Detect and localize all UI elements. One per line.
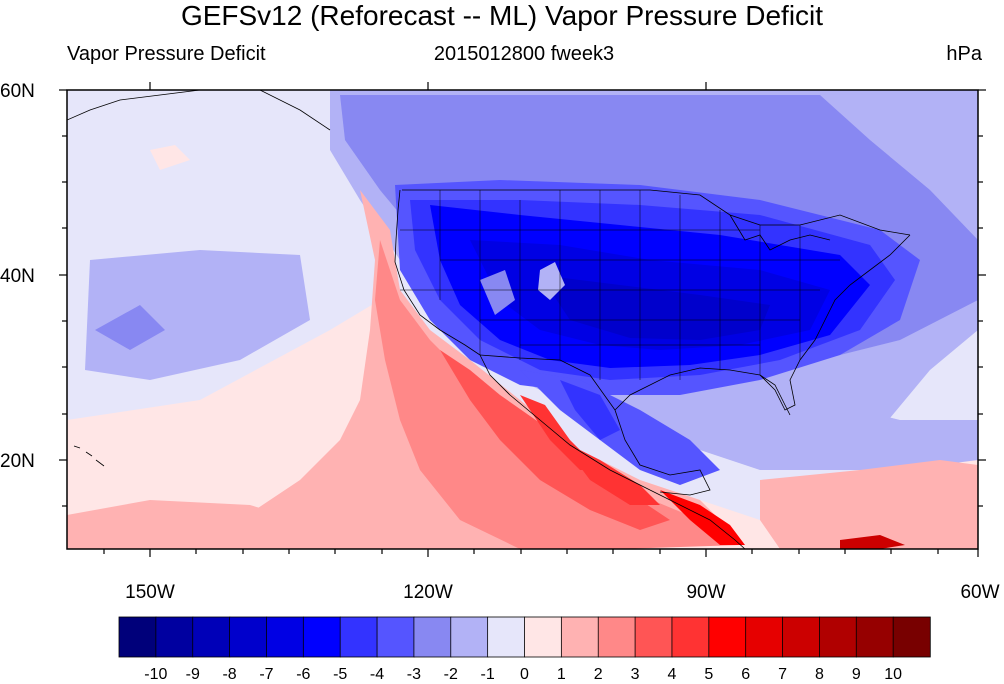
colorbar-tick-label: 4: [667, 666, 676, 683]
region-pacific-patch-2: [95, 305, 165, 350]
region-southern-pink: [67, 500, 320, 549]
colorbar-swatch: [597, 616, 636, 658]
colorbar-tick-label: 3: [631, 666, 640, 683]
colorbar-swatch: [819, 616, 857, 658]
mexico-west-coast: [479, 354, 651, 491]
lat-label-20n: 20N: [0, 451, 35, 472]
vpd-field: [67, 90, 978, 549]
colorbar-tick-label: 8: [815, 666, 824, 683]
mexico-east-coast: [614, 409, 711, 496]
coastlines: [67, 90, 911, 549]
colorbar-swatch: [745, 616, 784, 658]
lat-label-60n: 60N: [0, 81, 35, 102]
colorbar-swatch: [634, 616, 673, 658]
colorbar-tick-label: -8: [222, 666, 236, 683]
colorbar-tick-label: 9: [852, 666, 861, 683]
colorbar-swatch: [487, 616, 526, 658]
alaska-coast: [67, 90, 331, 131]
region-west-light-1: [538, 262, 565, 300]
axis-ticks: [59, 82, 986, 557]
colorbar-tick-label: -6: [296, 666, 310, 683]
lon-label-120w: 120W: [403, 582, 453, 603]
colorbar-tick-label: 2: [594, 666, 603, 683]
region-pacific-pink-north: [150, 145, 190, 170]
colorbar-tick-label: -2: [444, 666, 458, 683]
region-us-blue-5: [540, 275, 770, 340]
region-coast-light-red: [240, 190, 740, 549]
colorbar-swatch: [413, 616, 452, 658]
colorbar-swatch: [118, 616, 157, 658]
colorbar-tick-label: -7: [259, 666, 273, 683]
colorbar-swatch: [229, 616, 268, 658]
colorbar-tick-label: 5: [704, 666, 713, 683]
region-pacific-patch: [85, 250, 310, 380]
region-coast-red-1: [375, 240, 740, 549]
colorbar-tick-label: -9: [186, 666, 200, 683]
lon-label-60w: 60W: [960, 582, 999, 603]
colorbar-swatch: [266, 616, 305, 658]
colorbar-tick-label: -10: [144, 666, 167, 683]
colorbar-tick-label: -1: [481, 666, 495, 683]
lat-label-40n: 40N: [0, 266, 35, 287]
colorbar-swatch: [192, 616, 231, 658]
central-america: [649, 489, 746, 549]
region-caribbean-pink: [760, 460, 978, 549]
colorbar-swatch: [782, 616, 821, 658]
colorbar-tick-label: 7: [778, 666, 787, 683]
colorbar-swatch: [560, 616, 599, 658]
units-label: hPa: [946, 43, 982, 65]
colorbar-tick-label: 6: [741, 666, 750, 683]
lon-label-150w: 150W: [125, 582, 175, 603]
region-mexico-blue-2: [560, 380, 620, 440]
great-lakes: [729, 214, 831, 251]
date-label: 2015012800 fweek3: [433, 43, 615, 65]
map-frame: [66, 89, 979, 550]
colorbar-tick-label: 1: [557, 666, 566, 683]
chart-title: GEFSv12 (Reforecast -- ML) Vapor Pressur…: [180, 0, 824, 31]
colorbar-tick-label: -5: [333, 666, 347, 683]
colorbar-swatch: [708, 616, 747, 658]
colorbar-tick-label: -4: [370, 666, 384, 683]
colorbar-swatch: [376, 616, 415, 658]
colorbar-tick-label: 0: [520, 666, 529, 683]
lon-label-90w: 90W: [686, 582, 725, 603]
hawaii: [73, 445, 105, 467]
colorbar-swatch: [339, 616, 378, 658]
colorbar-swatch: [671, 616, 710, 658]
colorbar-tick-label: -3: [407, 666, 421, 683]
region-venezuela-red: [840, 535, 905, 549]
colorbar-swatch: [450, 616, 489, 658]
colorbar-swatch: [524, 616, 563, 658]
us-gulf-coast: [614, 367, 761, 411]
colorbar-tick-label: 10: [884, 666, 902, 683]
florida: [759, 374, 791, 416]
variable-label: Vapor Pressure Deficit: [67, 43, 266, 65]
colorbar-swatch: [302, 616, 341, 658]
colorbar-swatch: [892, 616, 931, 658]
region-west-light-2: [480, 270, 515, 315]
colorbar-swatch: [155, 616, 194, 658]
state-lines: [400, 190, 840, 380]
colorbar-swatch: [855, 616, 894, 658]
colorbar: -10 -9 -8 -7 -6 -5 -4 -3 -2 -1 0 1 2 3 4 5 6 7 8 9 10: [118, 616, 931, 683]
us-east-coast: [759, 234, 911, 411]
